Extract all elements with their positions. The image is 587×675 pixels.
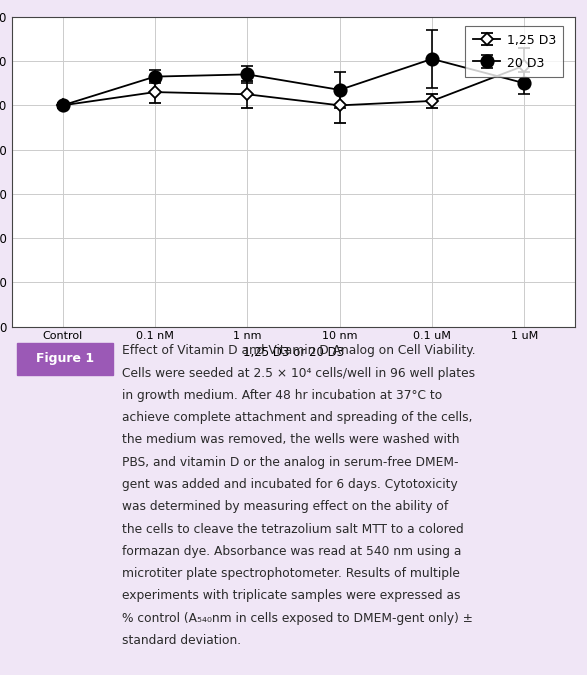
Text: % control (A₅₄₀nm in cells exposed to DMEM-gent only) ±: % control (A₅₄₀nm in cells exposed to DM… xyxy=(122,612,473,624)
Text: in growth medium. After 48 hr incubation at 37°C to: in growth medium. After 48 hr incubation… xyxy=(122,389,442,402)
Text: the cells to cleave the tetrazolium salt MTT to a colored: the cells to cleave the tetrazolium salt… xyxy=(122,522,463,535)
Text: was determined by measuring effect on the ability of: was determined by measuring effect on th… xyxy=(122,500,448,513)
Text: gent was added and incubated for 6 days. Cytotoxicity: gent was added and incubated for 6 days.… xyxy=(122,478,457,491)
Text: standard deviation.: standard deviation. xyxy=(122,634,241,647)
Text: PBS, and vitamin D or the analog in serum-free DMEM-: PBS, and vitamin D or the analog in seru… xyxy=(122,456,458,468)
Text: formazan dye. Absorbance was read at 540 nm using a: formazan dye. Absorbance was read at 540… xyxy=(122,545,461,558)
Bar xyxy=(18,343,113,375)
Text: microtiter plate spectrophotometer. Results of multiple: microtiter plate spectrophotometer. Resu… xyxy=(122,567,460,580)
Text: the medium was removed, the wells were washed with: the medium was removed, the wells were w… xyxy=(122,433,459,446)
X-axis label: 1,25 D3 or 20 D3: 1,25 D3 or 20 D3 xyxy=(243,346,344,358)
Text: experiments with triplicate samples were expressed as: experiments with triplicate samples were… xyxy=(122,589,460,602)
Text: Figure 1: Figure 1 xyxy=(36,352,95,365)
Text: Cells were seeded at 2.5 × 10⁴ cells/well in 96 well plates: Cells were seeded at 2.5 × 10⁴ cells/wel… xyxy=(122,367,475,379)
Text: achieve complete attachment and spreading of the cells,: achieve complete attachment and spreadin… xyxy=(122,411,472,424)
Legend: 1,25 D3, 20 D3: 1,25 D3, 20 D3 xyxy=(465,26,564,77)
Text: Effect of Vitamin D and Vitamin D Analog on Cell Viability.: Effect of Vitamin D and Vitamin D Analog… xyxy=(122,344,475,357)
